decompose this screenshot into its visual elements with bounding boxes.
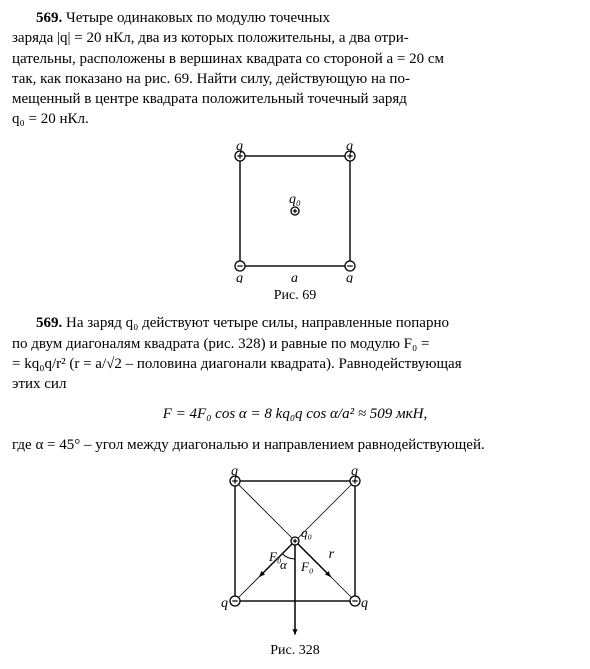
figure-69: q q q q q₀ a Рис. 69 [12, 138, 578, 306]
solution-block: 569. На заряд q₀ действуют четыре силы, … [12, 313, 578, 455]
problem-text-3: цательны, расположены в вершинах квадрат… [12, 49, 578, 69]
svg-text:q: q [221, 596, 228, 611]
problem-number: 569. [36, 10, 62, 26]
figure-328: qqqqq₀rF₀F₀α Рис. 328 [12, 463, 578, 661]
svg-text:q: q [346, 271, 353, 283]
solution-formula: F = 4F₀ cos α = 8 kq₀q cos α/a² ≈ 509 мк… [12, 404, 578, 424]
svg-text:α: α [280, 557, 288, 572]
problem-text-6: q₀ = 20 нКл. [12, 109, 578, 129]
solution-text-1: На заряд q₀ действуют четыре силы, напра… [66, 315, 449, 331]
problem-text-2: заряда |q| = 20 нКл, два из которых поло… [12, 28, 578, 48]
svg-text:q: q [236, 139, 243, 154]
problem-text-1: Четыре одинаковых по модулю точечных [66, 10, 330, 26]
svg-text:F₀: F₀ [300, 559, 313, 574]
figure-328-caption: Рис. 328 [12, 642, 578, 661]
solution-text-5: где α = 45° – угол между диагональю и на… [12, 435, 578, 455]
svg-text:q: q [351, 464, 358, 479]
svg-text:q₀: q₀ [289, 192, 301, 207]
svg-text:q: q [231, 464, 238, 479]
problem-text-5: мещенный в центре квадрата положительный… [12, 89, 578, 109]
problem-text-4: так, как показано на рис. 69. Найти силу… [12, 69, 578, 89]
solution-para: 569. На заряд q₀ действуют четыре силы, … [12, 313, 578, 333]
svg-text:q: q [236, 271, 243, 283]
problem-para: 569. Четыре одинаковых по модулю точечны… [12, 8, 578, 28]
svg-text:a: a [291, 271, 298, 283]
solution-text-4: этих сил [12, 374, 578, 394]
figure-328-svg: qqqqq₀rF₀F₀α [205, 463, 385, 638]
solution-text-2: по двум диагоналям квадрата (рис. 328) и… [12, 334, 578, 354]
svg-text:q: q [361, 596, 368, 611]
solution-text-3: = kq₀q/r² (r = a/√2 – половина диагонали… [12, 354, 578, 374]
svg-text:q₀: q₀ [301, 525, 312, 540]
svg-text:q: q [346, 139, 353, 154]
solution-number: 569. [36, 315, 62, 331]
figure-69-svg: q q q q q₀ a [215, 138, 375, 283]
figure-69-caption: Рис. 69 [12, 287, 578, 306]
svg-text:r: r [329, 547, 335, 562]
problem-block: 569. Четыре одинаковых по модулю точечны… [12, 8, 578, 130]
